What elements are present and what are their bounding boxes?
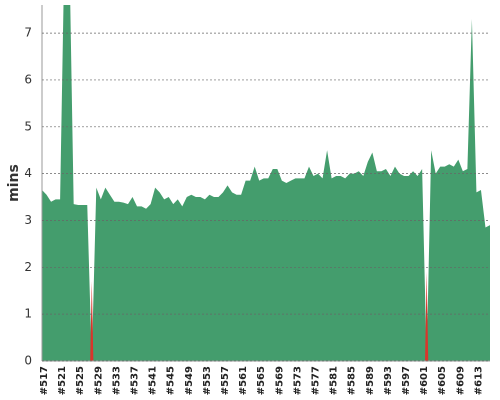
- x-tick-label: #601: [419, 366, 430, 395]
- y-tick-label: 4: [24, 166, 32, 180]
- x-tick-label: #525: [75, 366, 86, 395]
- x-tick-label: #605: [437, 366, 448, 395]
- x-tick-label: #593: [383, 366, 394, 395]
- x-tick-label: #521: [57, 366, 68, 395]
- x-tick-label: #541: [148, 366, 159, 395]
- y-tick-label: 5: [24, 119, 32, 133]
- y-tick-label: 6: [24, 72, 32, 86]
- x-tick-label: #613: [473, 366, 484, 395]
- y-tick-label: 0: [24, 354, 32, 368]
- y-tick-label: 2: [24, 260, 32, 274]
- y-tick-label: 3: [24, 213, 32, 227]
- x-tick-label: #557: [220, 366, 231, 395]
- x-tick-label: #565: [256, 366, 267, 395]
- x-tick-label: #597: [401, 366, 412, 395]
- y-tick-label: 1: [24, 307, 32, 321]
- y-axis-label: mins: [6, 164, 22, 202]
- x-tick-label: #589: [365, 366, 376, 395]
- x-tick-label: #581: [329, 366, 340, 395]
- x-tick-label: #585: [347, 366, 358, 395]
- x-tick-label: #553: [202, 366, 213, 395]
- x-tick-label: #609: [455, 366, 466, 395]
- x-tick-label: #573: [292, 366, 303, 395]
- x-tick-label: #561: [238, 366, 249, 395]
- x-tick-label: #545: [166, 366, 177, 395]
- x-tick-label: #529: [93, 366, 104, 395]
- failed-build: [425, 272, 429, 361]
- failed-build: [90, 281, 94, 361]
- x-tick-label: #517: [39, 366, 50, 395]
- x-tick-label: #537: [130, 366, 141, 395]
- area: [42, 5, 490, 361]
- x-tick-label: #533: [111, 366, 122, 395]
- x-tick-label: #569: [274, 366, 285, 395]
- x-tick-label: #577: [311, 366, 322, 395]
- y-tick-label: 7: [24, 26, 32, 40]
- x-tick-label: #549: [184, 366, 195, 395]
